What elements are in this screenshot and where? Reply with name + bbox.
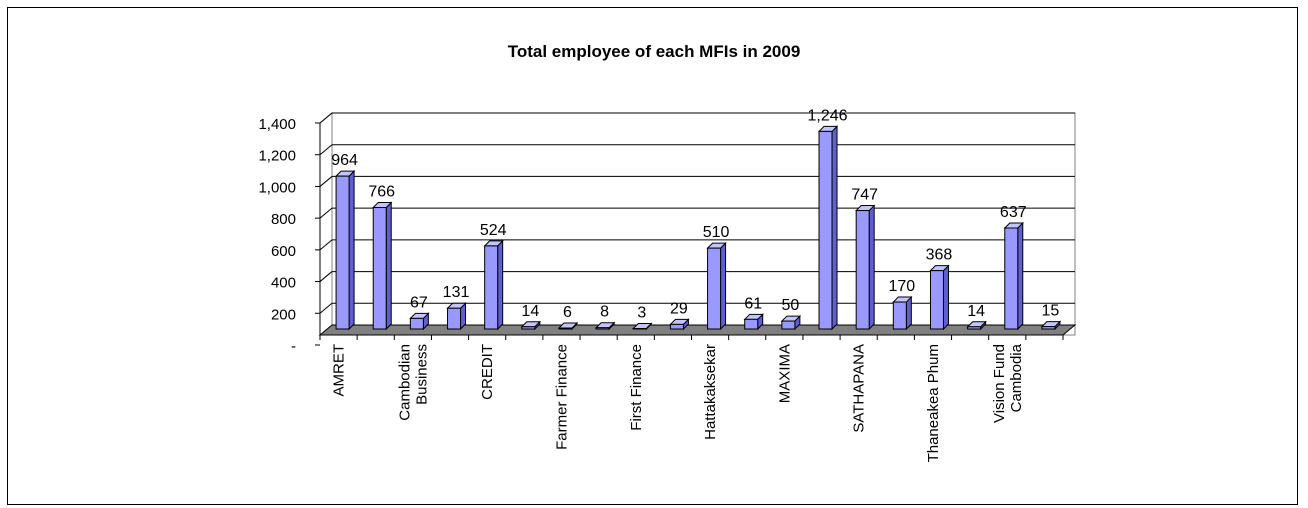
- bar-side: [831, 125, 838, 331]
- bar: [447, 307, 462, 330]
- data-label: 524: [480, 222, 507, 239]
- bar: [521, 326, 536, 330]
- bar-side: [497, 239, 504, 331]
- y-tick-label: 1,400: [258, 116, 296, 133]
- data-label: 6: [563, 304, 572, 321]
- bar: [892, 301, 907, 330]
- x-category-label: Vision Fund: [991, 344, 1008, 423]
- data-label: 15: [1042, 303, 1060, 320]
- x-category-label: Hattakaksekar: [702, 344, 719, 440]
- bar: [744, 318, 759, 330]
- bar: [335, 175, 350, 330]
- data-label: 67: [410, 294, 428, 311]
- data-label: 3: [637, 305, 646, 322]
- y-tick-label: 200: [271, 306, 296, 323]
- x-category-label: Cambodia: [1008, 343, 1025, 412]
- bar: [484, 245, 499, 330]
- bar: [855, 210, 870, 330]
- data-label: 368: [926, 247, 953, 264]
- data-label: 8: [600, 304, 609, 321]
- bar: [929, 270, 944, 330]
- bar: [818, 130, 833, 330]
- gridline-side: [319, 302, 333, 314]
- x-category-label: Farmer Finance: [553, 344, 570, 450]
- data-label: 29: [670, 300, 688, 317]
- plot-back-wall: [331, 112, 1076, 336]
- y-tick-label: 600: [271, 243, 296, 260]
- data-label: 61: [744, 295, 762, 312]
- bar: [372, 207, 387, 330]
- x-category-label: MAXIMA: [776, 344, 793, 403]
- data-label: 14: [521, 303, 539, 320]
- x-category-label: Business: [413, 344, 430, 405]
- data-label: 747: [851, 187, 878, 204]
- x-category-label: Thaneakea Phum: [925, 344, 942, 462]
- x-category-label: CREDIT: [479, 344, 496, 400]
- gridline-side: [319, 144, 333, 156]
- bar-side: [942, 264, 949, 331]
- bar: [1004, 227, 1019, 330]
- data-label: 637: [1000, 204, 1027, 221]
- gridline-side: [319, 271, 333, 282]
- bar-side: [385, 201, 392, 331]
- plot-floor: [318, 324, 1077, 336]
- bar-side: [1017, 221, 1024, 331]
- bar: [967, 326, 982, 330]
- gridline-side: [319, 239, 333, 251]
- bar-side: [720, 241, 727, 331]
- bar: [669, 323, 684, 330]
- y-tick-label: 1,200: [258, 148, 296, 165]
- bar-side: [348, 169, 355, 331]
- x-category-label: Cambodian: [396, 344, 413, 421]
- bar: [707, 247, 722, 330]
- gridline-side: [319, 112, 333, 124]
- gridline-side: [319, 207, 333, 219]
- bar: [781, 320, 796, 330]
- data-label: 766: [368, 184, 395, 201]
- bar: [595, 327, 610, 330]
- data-label: 1,246: [808, 107, 848, 124]
- bar: [409, 317, 424, 330]
- bar: [558, 327, 573, 330]
- bar: [1041, 326, 1056, 330]
- data-label: 50: [781, 297, 799, 314]
- data-label: 14: [967, 303, 985, 320]
- gridline-side: [319, 176, 333, 187]
- x-category-label: SATHAPANA: [851, 344, 868, 433]
- chart-title: Total employee of each MFIs in 2009: [507, 42, 801, 61]
- data-label: 964: [331, 152, 358, 169]
- data-label: 510: [703, 224, 730, 241]
- y-tick-label: 1,000: [258, 179, 296, 196]
- y-tick-label: 400: [271, 275, 296, 292]
- data-label: 170: [888, 278, 915, 295]
- y-tick-label: -: [291, 338, 296, 355]
- y-tick-label: 800: [271, 211, 296, 228]
- x-category-label: First Finance: [628, 344, 645, 431]
- data-label: 131: [443, 284, 470, 301]
- x-category-label: AMRET: [331, 344, 348, 397]
- bar-side: [868, 204, 875, 331]
